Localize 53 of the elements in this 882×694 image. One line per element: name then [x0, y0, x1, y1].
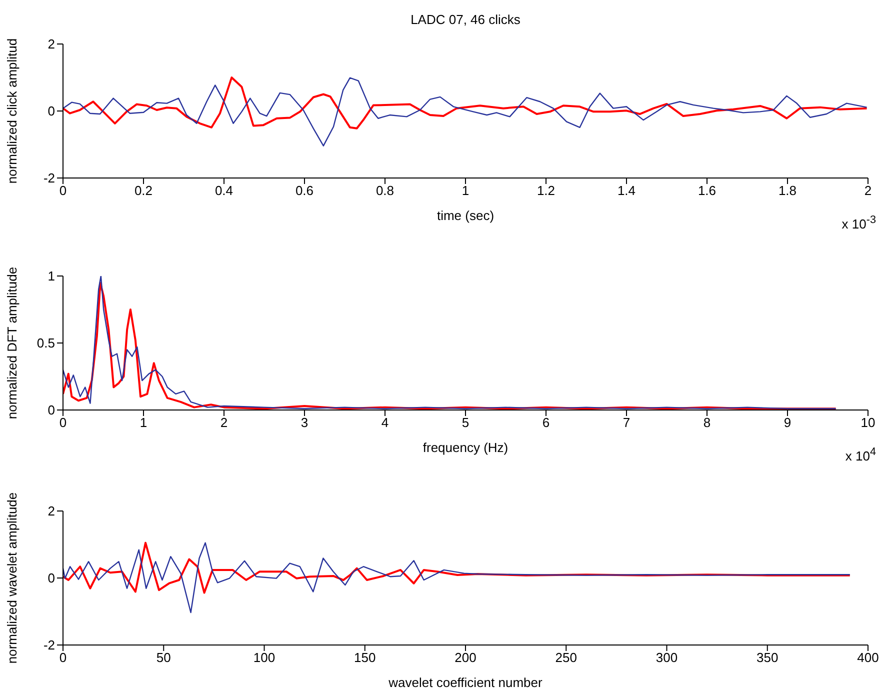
x-axis-title: time (sec)	[436, 208, 494, 223]
x-tick-label: 1.2	[536, 183, 556, 198]
x-tick-label: 300	[656, 650, 678, 666]
line-series	[63, 77, 868, 146]
x-tick-label: 1.6	[698, 183, 716, 198]
line-series	[63, 542, 850, 614]
y-tick-label: 1	[48, 268, 55, 284]
x-tick-label: 0	[59, 650, 67, 666]
x-tick-label: 2	[864, 183, 872, 198]
x-tick-label: 0	[59, 415, 67, 430]
x-tick-label: 9	[784, 415, 792, 430]
x-tick-label: 4	[381, 415, 389, 430]
x-tick-label: 0.6	[295, 183, 314, 198]
x-tick-label: 6	[542, 415, 550, 430]
x-tick-label: 0.8	[376, 183, 394, 198]
x-tick-label: 1	[462, 183, 470, 198]
line-series	[63, 542, 851, 594]
x-tick-label: 1.8	[778, 183, 797, 198]
x-tick-label: 200	[454, 650, 476, 666]
x-tick-label: 0.2	[134, 183, 153, 198]
x-tick-label: 5	[462, 415, 470, 430]
x-tick-label: 2	[220, 415, 228, 430]
x-tick-label: 100	[253, 650, 276, 666]
y-tick-label: -2	[43, 638, 55, 653]
x-tick-label: 0	[59, 183, 67, 198]
text: x 10$^{4}$	[845, 446, 876, 464]
x-axis-title: wavelet coefficient number	[388, 675, 544, 690]
x-tick-label: 350	[756, 650, 778, 666]
x-tick-label: 150	[354, 650, 376, 666]
x-tick-label: 400	[857, 650, 879, 666]
x-tick-label: 1.4	[617, 183, 636, 198]
y-axis-title: normalized wavelet amplitude	[4, 492, 20, 664]
y-tick-label: 0	[48, 570, 55, 586]
x-tick-label: 10	[860, 415, 876, 430]
line-series	[63, 76, 868, 130]
y-tick-label: 0.5	[36, 336, 55, 351]
x-tick-label: 250	[555, 650, 577, 666]
chart-title: LADC 07, 46 clicks	[410, 12, 522, 27]
y-axis-title: normalized DFT amplitude	[4, 266, 20, 420]
y-tick-label: -2	[43, 170, 55, 186]
x-tick-label: 7	[622, 415, 630, 430]
y-tick-label: 0	[48, 104, 55, 119]
x-tick-label: 8	[703, 415, 711, 430]
y-tick-label: 2	[48, 504, 55, 519]
y-tick-label: 0	[48, 402, 55, 418]
y-tick-label: 2	[48, 36, 55, 52]
x-axis-title: frequency (Hz)	[422, 440, 508, 455]
x-tick-label: 50	[156, 650, 171, 666]
x-tick-label: 3	[300, 415, 308, 430]
text: x 10$^{-3}$	[842, 214, 876, 232]
y-axis-title: normalized click amplitud	[4, 38, 20, 184]
x-tick-label: 1	[140, 415, 148, 430]
x-tick-label: 0.4	[214, 183, 234, 198]
